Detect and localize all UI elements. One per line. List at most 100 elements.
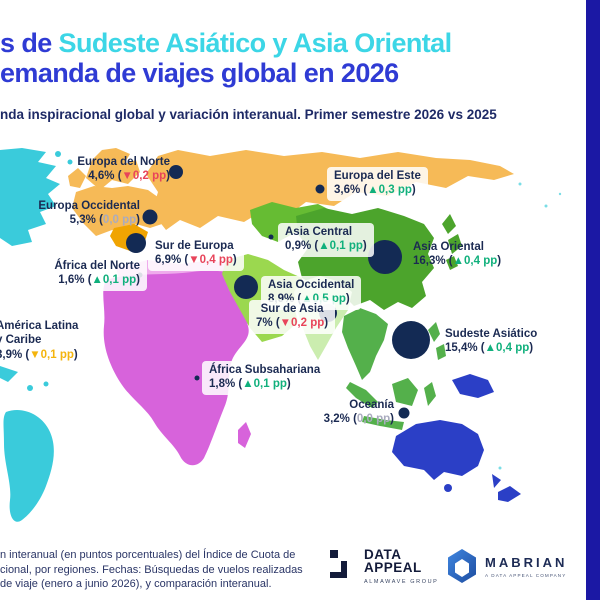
region-name: África del Norte xyxy=(54,260,140,272)
bubble-asia-occidental xyxy=(234,275,258,299)
bubble-asia-oriental xyxy=(368,240,402,274)
region-name: Asia Oriental xyxy=(413,241,484,253)
map-region-philippines-2 xyxy=(436,344,446,360)
region-name: Europa Occidental xyxy=(38,200,140,212)
map-region-arctic-island xyxy=(55,151,61,157)
map-region-north-america xyxy=(0,148,60,246)
map-region-philippines xyxy=(428,322,440,342)
region-name: Sur de Asia xyxy=(260,303,324,315)
region-change: 0,0 pp xyxy=(356,413,391,426)
region-name: Sudeste Asiático xyxy=(445,328,538,340)
map-speck-2 xyxy=(544,204,548,208)
map-region-indochina xyxy=(342,308,388,380)
mabrian-logo-subtext: A DATA APPEAL COMPANY xyxy=(485,572,567,578)
map-region-scandinavia xyxy=(86,148,140,190)
region-label-europa-occidental: Europa Occidental 5,3% (0,0 pp) xyxy=(22,199,140,228)
region-change: ▼0,4 pp xyxy=(188,254,233,267)
region-value: 3,9% (▼0,1 pp) xyxy=(0,348,78,361)
map-region-new-guinea xyxy=(452,374,494,398)
map-region-south-america xyxy=(3,410,54,522)
map-region-tasmania xyxy=(444,484,452,492)
map-speck-4 xyxy=(498,466,502,470)
region-value: 15,4% (▲0,4 pp) xyxy=(445,342,534,355)
title-prefix: s de xyxy=(0,28,59,58)
data-appeal-logo: DATA APPEAL ALMAWAVE GROUP xyxy=(330,548,438,585)
map-region-uk xyxy=(68,168,86,188)
region-change: ▼0,2 pp xyxy=(121,170,167,183)
region-value: 5,3% (0,0 pp) xyxy=(69,214,140,227)
region-label-america-latina: América Latina y Caribe 3,9% (▼0,1 pp) xyxy=(0,319,78,362)
map-region-caribbean-island xyxy=(27,385,33,391)
region-name: Europa del Norte xyxy=(77,156,170,168)
map-region-japan-3 xyxy=(446,256,458,270)
title-highlight: Sudeste Asiático y Asia Oriental xyxy=(58,28,453,58)
subtitle: nda inspiracional global y variación int… xyxy=(0,107,497,122)
bubble-sur-de-europa xyxy=(126,233,146,253)
region-change: ▼0,1 pp xyxy=(29,348,74,361)
region-name: Europa del Este xyxy=(334,170,421,182)
data-appeal-logo-subtext: ALMAWAVE GROUP xyxy=(364,579,439,585)
region-change: 0,0 pp xyxy=(102,214,137,227)
map-region-africa xyxy=(103,270,255,466)
region-name: África Subsahariana xyxy=(209,364,321,376)
map-speck-3 xyxy=(558,192,562,196)
title-line-1: s de Sudeste Asiático y Asia Oriental xyxy=(0,28,586,58)
map-region-new-zealand-2 xyxy=(498,486,521,502)
region-value: 7% (▼0,2 pp) xyxy=(256,317,329,330)
region-change: ▲0,1 pp xyxy=(91,274,137,287)
title-line-2: emanda de viajes global en 2026 xyxy=(0,58,399,88)
region-name: Asia Central xyxy=(285,226,353,238)
region-label-africa-subsahariana: África Subsahariana 1,8% (▲0,1 pp) xyxy=(202,361,328,395)
map-region-sulawesi xyxy=(424,382,436,406)
page-border xyxy=(586,0,600,600)
region-change: ▲0,1 pp xyxy=(318,240,363,253)
region-name-2: y Caribe xyxy=(0,334,42,347)
map-region-sumatra xyxy=(346,382,378,408)
region-label-oceania: Oceanía 3,2% (0,0 pp) xyxy=(298,398,394,427)
region-name: América Latina xyxy=(0,320,79,332)
mabrian-logo: MABRIAN A DATA APPEAL COMPANY xyxy=(446,548,567,584)
map-region-japan-2 xyxy=(448,234,462,254)
bubble-africa-subsahariana xyxy=(194,375,200,381)
region-label-sur-de-asia: Sur de Asia 7% (▼0,2 pp) xyxy=(249,300,336,334)
mabrian-logo-name: MABRIAN xyxy=(485,554,568,570)
region-label-europa-del-norte: Europa del Norte 4,6% (▼0,2 pp) xyxy=(58,155,170,184)
map-region-new-zealand xyxy=(492,474,501,488)
methodology-line-1: n interanual (en puntos porcentuales) de… xyxy=(0,549,296,561)
data-appeal-logo-line1: DATA xyxy=(364,547,402,562)
bubble-europa-del-este xyxy=(315,184,325,194)
region-value: 6,9% (▼0,4 pp) xyxy=(155,254,237,267)
map-region-australia xyxy=(392,420,484,480)
page-title: s de Sudeste Asiático y Asia Oriental em… xyxy=(0,28,586,88)
region-value: 1,8% (▲0,1 pp) xyxy=(209,378,291,391)
region-label-sudeste-asiatico: Sudeste Asiático 15,4% (▲0,4 pp) xyxy=(445,327,537,356)
region-change: ▲0,4 pp xyxy=(484,342,530,355)
region-change: ▲0,4 pp xyxy=(452,255,498,268)
bubble-oceania xyxy=(398,407,410,419)
region-label-asia-central: Asia Central 0,9% (▲0,1 pp) xyxy=(278,223,374,257)
map-region-java xyxy=(362,416,404,430)
methodology-line-3: de viaje (enero a junio 2026), y compara… xyxy=(0,578,272,590)
region-name: Sur de Europa xyxy=(155,240,234,252)
region-name: Oceanía xyxy=(349,399,394,411)
region-name: Asia Occidental xyxy=(268,279,355,291)
bubble-asia-central xyxy=(268,234,274,240)
region-label-asia-oriental: Asia Oriental 16,3% (▲0,4 pp) xyxy=(413,240,501,269)
region-value: 1,6% (▲0,1 pp) xyxy=(58,274,140,287)
bubble-europa-occidental xyxy=(142,209,158,225)
map-speck xyxy=(518,182,522,186)
methodology-note: n interanual (en puntos porcentuales) de… xyxy=(0,548,320,592)
region-change: ▲0,1 pp xyxy=(242,378,287,391)
region-label-sur-de-europa: Sur de Europa 6,9% (▼0,4 pp) xyxy=(148,237,244,271)
map-region-borneo xyxy=(392,378,418,406)
region-value: 0,9% (▲0,1 pp) xyxy=(285,240,367,253)
region-value: 4,6% (▼0,2 pp) xyxy=(88,170,170,183)
map-region-caribbean-island-2 xyxy=(43,381,49,387)
map-region-central-america xyxy=(0,366,18,382)
mabrian-logo-icon xyxy=(448,549,476,583)
data-appeal-logo-icon xyxy=(330,550,347,578)
map-region-madagascar xyxy=(238,422,251,448)
region-label-europa-del-este: Europa del Este 3,6% (▲0,3 pp) xyxy=(327,167,428,201)
region-label-africa-del-norte: África del Norte 1,6% (▲0,1 pp) xyxy=(36,257,147,291)
